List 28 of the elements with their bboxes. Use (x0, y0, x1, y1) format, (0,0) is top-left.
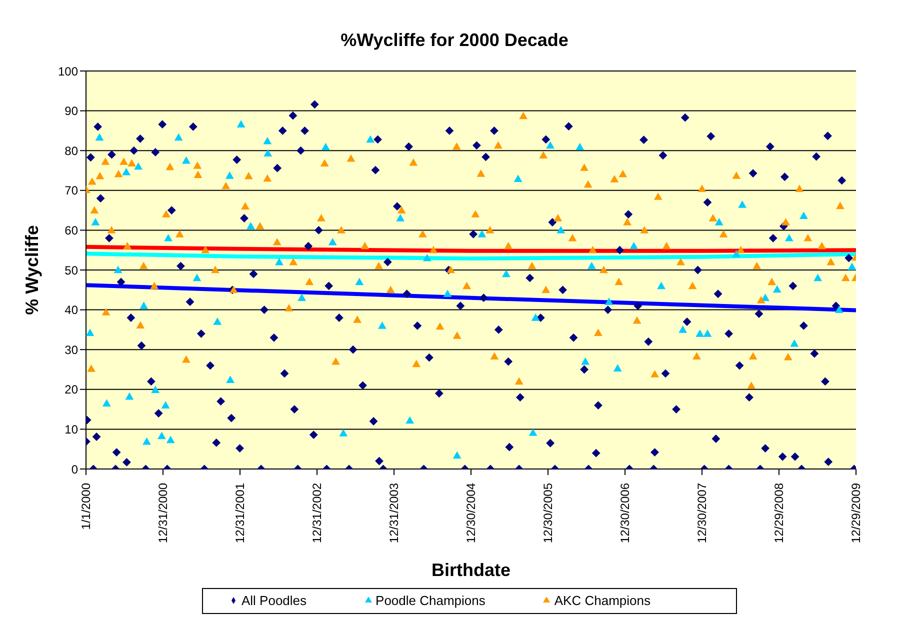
x-tick-label: 12/30/2006 (618, 482, 632, 544)
y-tick-label: 70 (64, 184, 78, 198)
y-axis-title: % Wycliffe (22, 225, 42, 315)
y-tick-label: 10 (64, 422, 78, 436)
y-tick-label: 100 (58, 64, 78, 78)
x-tick-label: 12/31/2002 (310, 482, 324, 544)
x-tick-label: 12/31/2001 (233, 482, 247, 544)
x-tick-label: 12/31/2003 (387, 482, 401, 544)
x-tick-label: 1/1/2000 (79, 482, 93, 530)
y-tick-label: 40 (64, 303, 78, 318)
y-tick-label: 50 (64, 263, 78, 278)
x-axis-title: Birthdate (431, 560, 511, 580)
legend-label: All Poodles (241, 593, 307, 608)
x-tick-label: 12/30/2004 (464, 482, 478, 544)
x-tick-label: 12/31/2000 (156, 482, 170, 544)
x-tick-label: 12/30/2005 (541, 482, 555, 544)
y-tick-label: 80 (64, 144, 78, 158)
y-tick-label: 30 (64, 342, 78, 357)
x-tick-label: 12/29/2008 (772, 482, 786, 544)
legend-label: AKC Champions (554, 593, 650, 608)
y-tick-label: 20 (64, 382, 78, 397)
x-tick-label: 12/29/2009 (849, 482, 863, 544)
y-tick-label: 90 (64, 104, 78, 118)
legend-label: Poodle Champions (376, 593, 486, 608)
y-tick-label: 0 (71, 462, 78, 476)
y-tick-label: 60 (64, 223, 78, 238)
x-tick-label: 12/30/2007 (695, 482, 709, 544)
chart-title: %Wycliffe for 2000 Decade (340, 30, 570, 50)
